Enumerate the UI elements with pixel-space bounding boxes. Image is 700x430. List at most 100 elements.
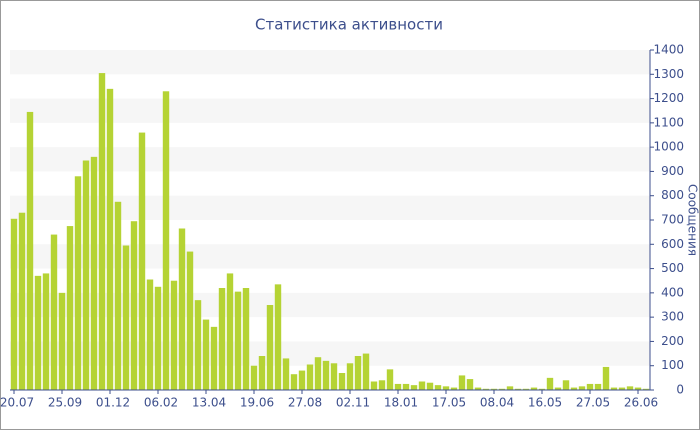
y-tick-label: 300 bbox=[661, 310, 684, 324]
grid-band bbox=[10, 244, 650, 269]
bar bbox=[330, 363, 338, 390]
bar bbox=[282, 358, 290, 390]
bar bbox=[178, 228, 186, 390]
x-tick-label: 08.04 bbox=[480, 396, 514, 410]
bar bbox=[250, 365, 258, 390]
bar bbox=[274, 284, 282, 390]
bar bbox=[562, 380, 570, 390]
y-tick-label: 1100 bbox=[653, 115, 684, 129]
bar bbox=[226, 273, 234, 390]
bar bbox=[50, 234, 58, 390]
bar bbox=[426, 382, 434, 390]
bar bbox=[138, 132, 146, 391]
bar bbox=[514, 388, 522, 390]
bar bbox=[266, 305, 274, 390]
bar bbox=[170, 280, 178, 390]
grid-band bbox=[10, 50, 650, 75]
bar bbox=[506, 386, 514, 390]
bar bbox=[602, 366, 610, 390]
bar bbox=[26, 111, 34, 390]
bar bbox=[154, 286, 162, 390]
bar bbox=[298, 370, 306, 390]
bar bbox=[490, 388, 498, 390]
bar bbox=[394, 383, 402, 390]
grid-band bbox=[10, 292, 650, 318]
bar bbox=[618, 387, 626, 390]
x-tick-label: 19.06 bbox=[240, 396, 274, 410]
bar bbox=[482, 388, 490, 390]
y-tick-label: 1300 bbox=[653, 67, 684, 81]
bar bbox=[458, 375, 466, 390]
chart-title: Статистика активности bbox=[255, 16, 443, 34]
bar bbox=[242, 288, 250, 390]
x-tick-label: 26.06 bbox=[624, 396, 658, 410]
x-tick-label: 16.05 bbox=[528, 396, 562, 410]
bar bbox=[122, 245, 130, 390]
y-axis-label: Сообщения bbox=[686, 184, 700, 256]
bar bbox=[442, 386, 450, 390]
bar bbox=[346, 363, 354, 390]
x-tick-label: 27.08 bbox=[288, 396, 322, 410]
x-tick-label: 20.07 bbox=[0, 396, 34, 410]
bar bbox=[290, 374, 298, 390]
bar bbox=[194, 300, 202, 390]
bar bbox=[418, 381, 426, 390]
x-tick-label: 17.05 bbox=[432, 396, 466, 410]
bar bbox=[306, 364, 314, 390]
bar bbox=[98, 73, 106, 391]
grid-band bbox=[10, 98, 650, 123]
y-tick-label: 700 bbox=[661, 213, 684, 227]
bar bbox=[202, 319, 210, 390]
x-tick-label: 01.12 bbox=[96, 396, 130, 410]
y-tick-label: 400 bbox=[661, 285, 684, 299]
x-tick-label: 02.11 bbox=[336, 396, 370, 410]
y-tick-label: 100 bbox=[661, 358, 684, 372]
x-tick-label: 25.09 bbox=[48, 396, 82, 410]
x-tick-label: 18.01 bbox=[384, 396, 418, 410]
bar bbox=[626, 386, 634, 390]
y-tick-label: 1200 bbox=[653, 91, 684, 105]
bar bbox=[466, 379, 474, 390]
bar bbox=[634, 387, 642, 390]
bar bbox=[378, 380, 386, 390]
bar bbox=[34, 275, 42, 390]
y-tick-label: 900 bbox=[661, 164, 684, 178]
bar bbox=[586, 383, 594, 390]
bar bbox=[370, 381, 378, 390]
bar bbox=[322, 360, 330, 390]
bar bbox=[450, 387, 458, 390]
bar bbox=[522, 388, 530, 390]
bar bbox=[90, 156, 98, 390]
bar bbox=[66, 226, 74, 390]
bar bbox=[530, 387, 538, 390]
bar bbox=[386, 369, 394, 390]
bar bbox=[554, 387, 562, 390]
bar bbox=[146, 279, 154, 390]
bar bbox=[10, 218, 18, 390]
bar bbox=[362, 353, 370, 390]
bar bbox=[546, 377, 554, 390]
x-tick-label: 27.05 bbox=[576, 396, 610, 410]
grid-band bbox=[10, 195, 650, 220]
bar bbox=[474, 387, 482, 390]
bar bbox=[18, 212, 26, 390]
bar bbox=[58, 292, 66, 390]
bar bbox=[594, 383, 602, 390]
bar bbox=[114, 201, 122, 390]
bar bbox=[74, 176, 82, 390]
y-tick-label: 200 bbox=[661, 334, 684, 348]
x-tick-label: 06.02 bbox=[144, 396, 178, 410]
bar bbox=[434, 385, 442, 390]
bar bbox=[578, 386, 586, 390]
grid-band bbox=[10, 341, 650, 366]
bar bbox=[234, 291, 242, 390]
x-tick-label: 13.04 bbox=[192, 396, 226, 410]
bar bbox=[42, 273, 50, 390]
bar bbox=[338, 373, 346, 390]
bar bbox=[106, 88, 114, 390]
bar bbox=[570, 387, 578, 390]
bar bbox=[218, 288, 226, 390]
bar bbox=[538, 388, 546, 390]
